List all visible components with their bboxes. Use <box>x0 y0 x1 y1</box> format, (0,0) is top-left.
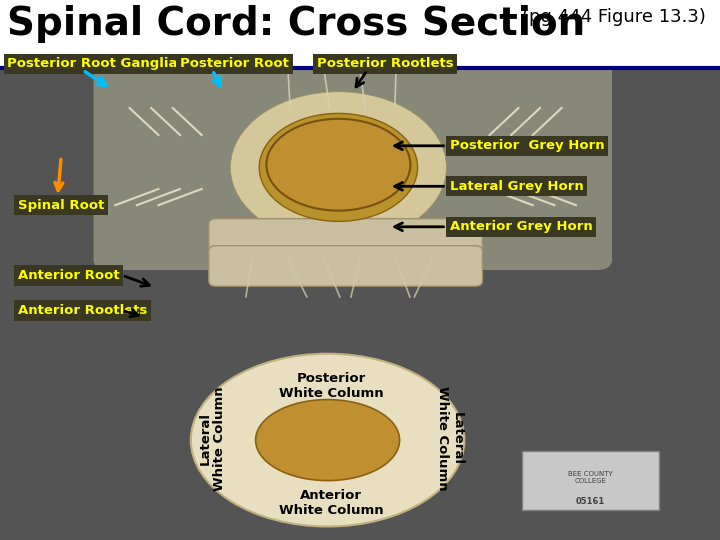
FancyBboxPatch shape <box>209 246 482 286</box>
FancyBboxPatch shape <box>522 451 659 510</box>
Text: Anterior Root: Anterior Root <box>18 269 120 282</box>
Text: 05161: 05161 <box>576 497 605 505</box>
Text: Posterior  Grey Horn: Posterior Grey Horn <box>450 139 605 152</box>
Text: Posterior Root Ganglia: Posterior Root Ganglia <box>7 57 178 70</box>
Text: Spinal Cord: Cross Section: Spinal Cord: Cross Section <box>7 5 585 43</box>
Text: Lateral
White Column: Lateral White Column <box>199 386 226 491</box>
Ellipse shape <box>266 119 410 211</box>
Text: Posterior Root: Posterior Root <box>180 57 289 70</box>
Ellipse shape <box>256 400 400 481</box>
FancyBboxPatch shape <box>94 59 612 270</box>
Text: (pg 444 Figure 13.3): (pg 444 Figure 13.3) <box>522 8 706 26</box>
Bar <box>0 0 720 68</box>
Text: Anterior Grey Horn: Anterior Grey Horn <box>450 220 593 233</box>
Text: BEE COUNTY
COLLEGE: BEE COUNTY COLLEGE <box>568 471 613 484</box>
Bar <box>0 68 720 540</box>
Text: Lateral Grey Horn: Lateral Grey Horn <box>450 180 584 193</box>
Text: Anterior
White Column: Anterior White Column <box>279 489 384 517</box>
Ellipse shape <box>191 354 464 526</box>
Text: Posterior Rootlets: Posterior Rootlets <box>317 57 454 70</box>
Text: Posterior
White Column: Posterior White Column <box>279 372 384 400</box>
Text: Spinal Root: Spinal Root <box>18 199 104 212</box>
Ellipse shape <box>259 113 418 221</box>
FancyBboxPatch shape <box>209 219 482 259</box>
Text: Lateral
White Column: Lateral White Column <box>436 386 464 491</box>
Ellipse shape <box>230 92 446 243</box>
Text: Anterior Rootlets: Anterior Rootlets <box>18 304 148 317</box>
